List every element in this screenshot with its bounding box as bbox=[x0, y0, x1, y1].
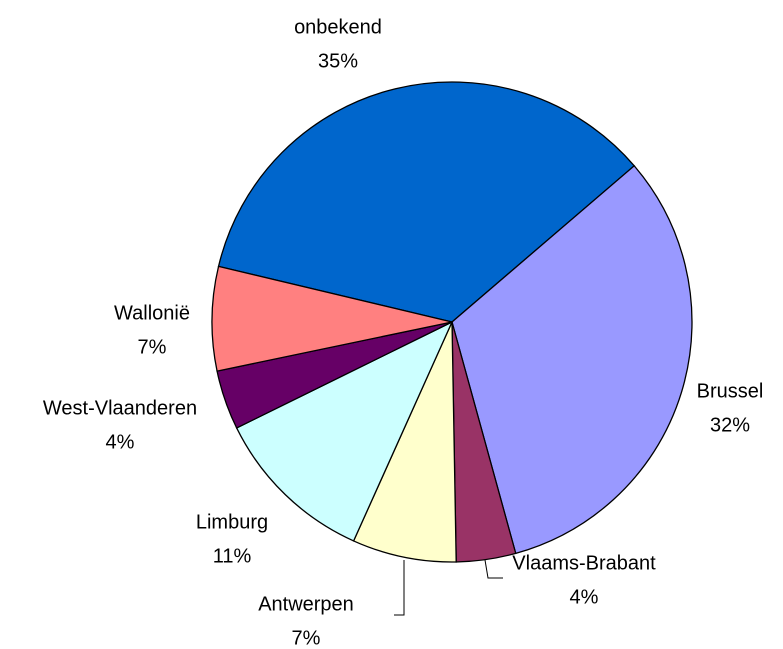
pie-slice bbox=[235, 320, 454, 542]
slice-label: Wallonië bbox=[114, 302, 190, 324]
slice-value-label: 7% bbox=[292, 627, 321, 649]
slice-value-label: 32% bbox=[710, 414, 750, 436]
slice-value-label: 4% bbox=[106, 431, 135, 453]
slice-label: Vlaams-Brabant bbox=[512, 552, 656, 574]
leader-line bbox=[484, 559, 503, 579]
slice-label: Antwerpen bbox=[258, 593, 354, 615]
slice-label: Limburg bbox=[196, 511, 268, 533]
slice-value-label: 11% bbox=[213, 545, 252, 567]
slice-label: onbekend bbox=[294, 16, 382, 38]
slice-label: Brussel bbox=[697, 380, 764, 402]
slice-value-label: 7% bbox=[138, 336, 167, 358]
pie-slice bbox=[451, 164, 693, 555]
pie-slice bbox=[352, 321, 457, 563]
slice-value-label: 4% bbox=[570, 586, 599, 608]
slice-label: West-Vlaanderen bbox=[43, 397, 197, 419]
slice-value-label: 35% bbox=[318, 50, 358, 72]
pie-slice bbox=[211, 265, 453, 372]
pie-slice bbox=[217, 81, 636, 323]
leader-line bbox=[394, 560, 405, 616]
